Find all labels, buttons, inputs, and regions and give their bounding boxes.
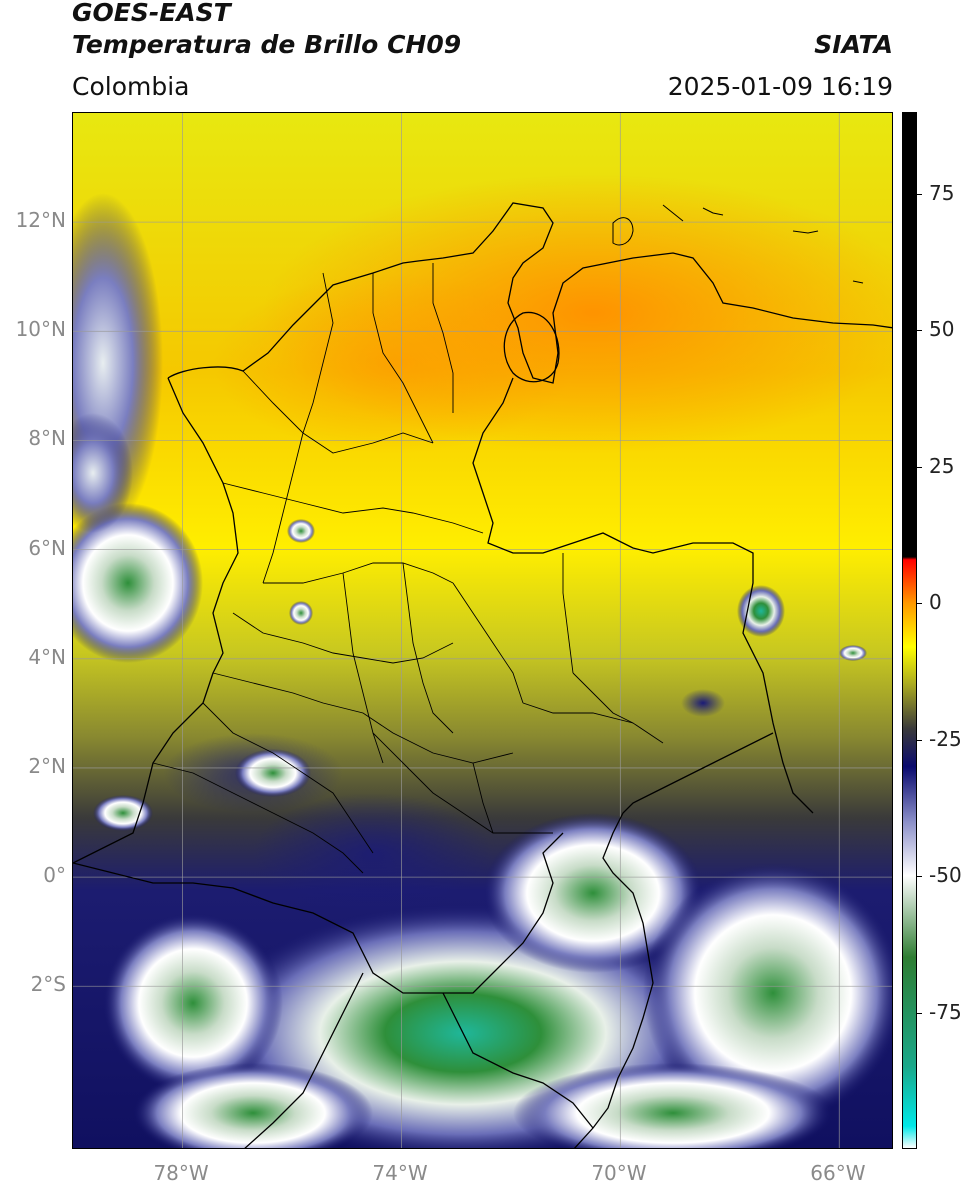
west-cloud-cluster bbox=[73, 503, 203, 663]
colorbar bbox=[902, 112, 917, 1149]
islands bbox=[612, 204, 864, 284]
lon-label: 74°W bbox=[372, 1161, 428, 1185]
cell-east bbox=[737, 585, 785, 637]
satellite-title: GOES-EAST bbox=[72, 0, 231, 27]
map-canvas bbox=[73, 113, 892, 1148]
venezuela-border bbox=[472, 377, 814, 814]
colorbar-tick-label: -25 bbox=[929, 726, 962, 751]
peru-border-south bbox=[442, 992, 594, 1129]
lat-label: 12°N bbox=[15, 208, 66, 233]
south-cloud-4 bbox=[133, 1063, 373, 1148]
amazonas-south bbox=[244, 972, 364, 1148]
caribbean-coast bbox=[167, 202, 892, 384]
org-label: SIATA bbox=[814, 30, 893, 59]
colorbar-tick-mark bbox=[917, 330, 922, 332]
lon-label: 70°W bbox=[591, 1161, 647, 1185]
graticule bbox=[73, 113, 892, 1148]
brazil-border bbox=[573, 732, 774, 1148]
borders bbox=[73, 202, 892, 1148]
cell-1 bbox=[287, 519, 315, 543]
colorbar-tick-label: 25 bbox=[929, 453, 955, 478]
colorbar-tick-mark bbox=[917, 1012, 922, 1014]
lat-label: 0° bbox=[43, 863, 66, 888]
cell-6 bbox=[681, 689, 725, 717]
cell-3 bbox=[235, 749, 311, 797]
department-borders bbox=[152, 263, 664, 874]
lat-label: 8°N bbox=[28, 426, 66, 451]
lat-label: 10°N bbox=[15, 317, 66, 342]
colorbar-tick-mark bbox=[917, 739, 922, 741]
colorbar-tick-label: 0 bbox=[929, 590, 942, 615]
lat-label: 4°N bbox=[28, 644, 66, 669]
lat-label: 2°N bbox=[28, 753, 66, 778]
cell-2 bbox=[289, 601, 313, 625]
region-label: Colombia bbox=[72, 72, 190, 101]
colorbar-tick-label: -50 bbox=[929, 863, 962, 888]
south-cloud-2 bbox=[643, 863, 892, 1123]
cell-4 bbox=[93, 795, 153, 831]
south-cloud-3 bbox=[103, 913, 283, 1093]
colorbar-tick-label: 50 bbox=[929, 317, 955, 342]
lat-label: 2°S bbox=[30, 972, 66, 997]
maracaibo-lake bbox=[503, 311, 560, 383]
lon-label: 78°W bbox=[153, 1161, 209, 1185]
pacific-coast bbox=[73, 377, 239, 864]
peru-ecuador-border bbox=[73, 832, 564, 994]
colorbar-tick-mark bbox=[917, 876, 922, 878]
lon-label: 66°W bbox=[810, 1161, 866, 1185]
timestamp-label: 2025-01-09 16:19 bbox=[667, 72, 893, 101]
colorbar-tick-label: -75 bbox=[929, 999, 962, 1024]
south-cloud-5 bbox=[513, 1063, 833, 1148]
product-title: Temperatura de Brillo CH09 bbox=[72, 30, 462, 59]
warm-region-2 bbox=[213, 273, 573, 453]
colorbar-tick-mark bbox=[917, 193, 922, 195]
colorbar-tick-mark bbox=[917, 603, 922, 605]
west-cloud-2 bbox=[73, 413, 133, 533]
south-cloud-1 bbox=[483, 813, 703, 973]
colorbar-tick-label: 75 bbox=[929, 180, 955, 205]
lat-label: 6°N bbox=[28, 535, 66, 560]
cell-5 bbox=[839, 645, 867, 661]
satellite-map bbox=[72, 112, 893, 1149]
colorbar-tick-mark bbox=[917, 466, 922, 468]
